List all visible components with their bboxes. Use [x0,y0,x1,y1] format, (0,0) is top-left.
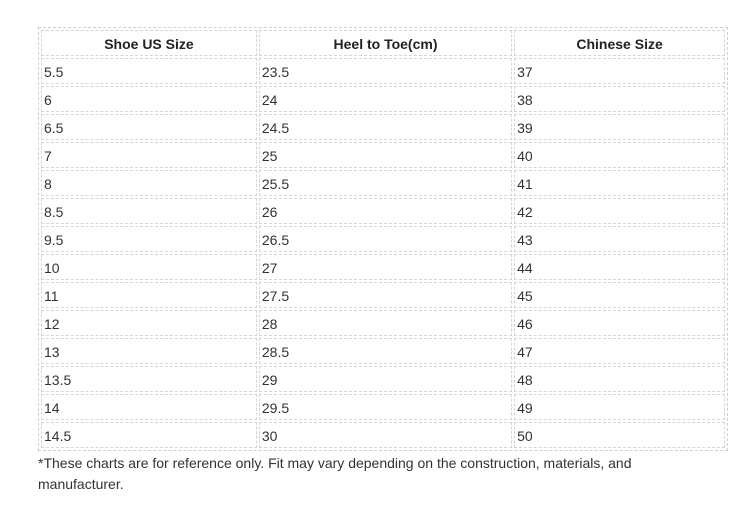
cell-heel-to-toe: 25 [258,142,513,168]
cell-shoe-us-size: 6.5 [41,114,257,140]
cell-chinese-size: 40 [514,142,725,168]
table-row: 8 25.5 41 [41,170,725,196]
table-row: 9.5 26.5 43 [41,226,725,252]
cell-chinese-size: 46 [514,310,725,336]
table-row: 13 28.5 47 [41,338,725,364]
size-chart-table: Shoe US Size Heel to Toe(cm) Chinese Siz… [38,27,728,451]
disclaimer-note: *These charts are for reference only. Fi… [38,455,632,492]
header-chinese-size: Chinese Size [514,30,725,56]
cell-chinese-size: 44 [514,254,725,280]
cell-heel-to-toe: 28.5 [258,338,513,364]
table-row: 6 24 38 [41,86,725,112]
cell-heel-to-toe: 24 [258,86,513,112]
cell-heel-to-toe: 23.5 [258,58,513,84]
cell-shoe-us-size: 10 [41,254,257,280]
table-row: 6.5 24.5 39 [41,114,725,140]
cell-chinese-size: 38 [514,86,725,112]
cell-shoe-us-size: 9.5 [41,226,257,252]
table-row: 7 25 40 [41,142,725,168]
cell-heel-to-toe: 30 [258,422,513,448]
cell-heel-to-toe: 26.5 [258,226,513,252]
header-heel-to-toe: Heel to Toe(cm) [258,30,513,56]
cell-shoe-us-size: 6 [41,86,257,112]
cell-chinese-size: 47 [514,338,725,364]
table-body: 5.5 23.5 37 6 24 38 6.5 24.5 39 7 25 40 8 25.5 41 8.5 26… [41,58,725,448]
cell-shoe-us-size: 14 [41,394,257,420]
cell-heel-to-toe: 24.5 [258,114,513,140]
header-shoe-us-size: Shoe US Size [41,30,257,56]
cell-chinese-size: 43 [514,226,725,252]
table-row: 12 28 46 [41,310,725,336]
cell-shoe-us-size: 5.5 [41,58,257,84]
cell-shoe-us-size: 13.5 [41,366,257,392]
cell-shoe-us-size: 11 [41,282,257,308]
cell-chinese-size: 42 [514,198,725,224]
cell-shoe-us-size: 13 [41,338,257,364]
cell-shoe-us-size: 8 [41,170,257,196]
table-row: 5.5 23.5 37 [41,58,725,84]
cell-chinese-size: 39 [514,114,725,140]
cell-chinese-size: 45 [514,282,725,308]
cell-heel-to-toe: 25.5 [258,170,513,196]
cell-chinese-size: 50 [514,422,725,448]
cell-heel-to-toe: 28 [258,310,513,336]
cell-heel-to-toe: 27.5 [258,282,513,308]
cell-chinese-size: 41 [514,170,725,196]
cell-chinese-size: 48 [514,366,725,392]
cell-chinese-size: 49 [514,394,725,420]
table-row: 11 27.5 45 [41,282,725,308]
table-row: 8.5 26 42 [41,198,725,224]
cell-shoe-us-size: 7 [41,142,257,168]
cell-heel-to-toe: 29 [258,366,513,392]
size-chart-container: Shoe US Size Heel to Toe(cm) Chinese Siz… [38,27,728,495]
table-row: 13.5 29 48 [41,366,725,392]
cell-shoe-us-size: 8.5 [41,198,257,224]
cell-shoe-us-size: 14.5 [41,422,257,448]
table-row: 14.5 30 50 [41,422,725,448]
table-row: 14 29.5 49 [41,394,725,420]
cell-heel-to-toe: 29.5 [258,394,513,420]
table-row: 10 27 44 [41,254,725,280]
cell-chinese-size: 37 [514,58,725,84]
cell-shoe-us-size: 12 [41,310,257,336]
table-header-row: Shoe US Size Heel to Toe(cm) Chinese Siz… [41,30,725,56]
cell-heel-to-toe: 26 [258,198,513,224]
cell-heel-to-toe: 27 [258,254,513,280]
